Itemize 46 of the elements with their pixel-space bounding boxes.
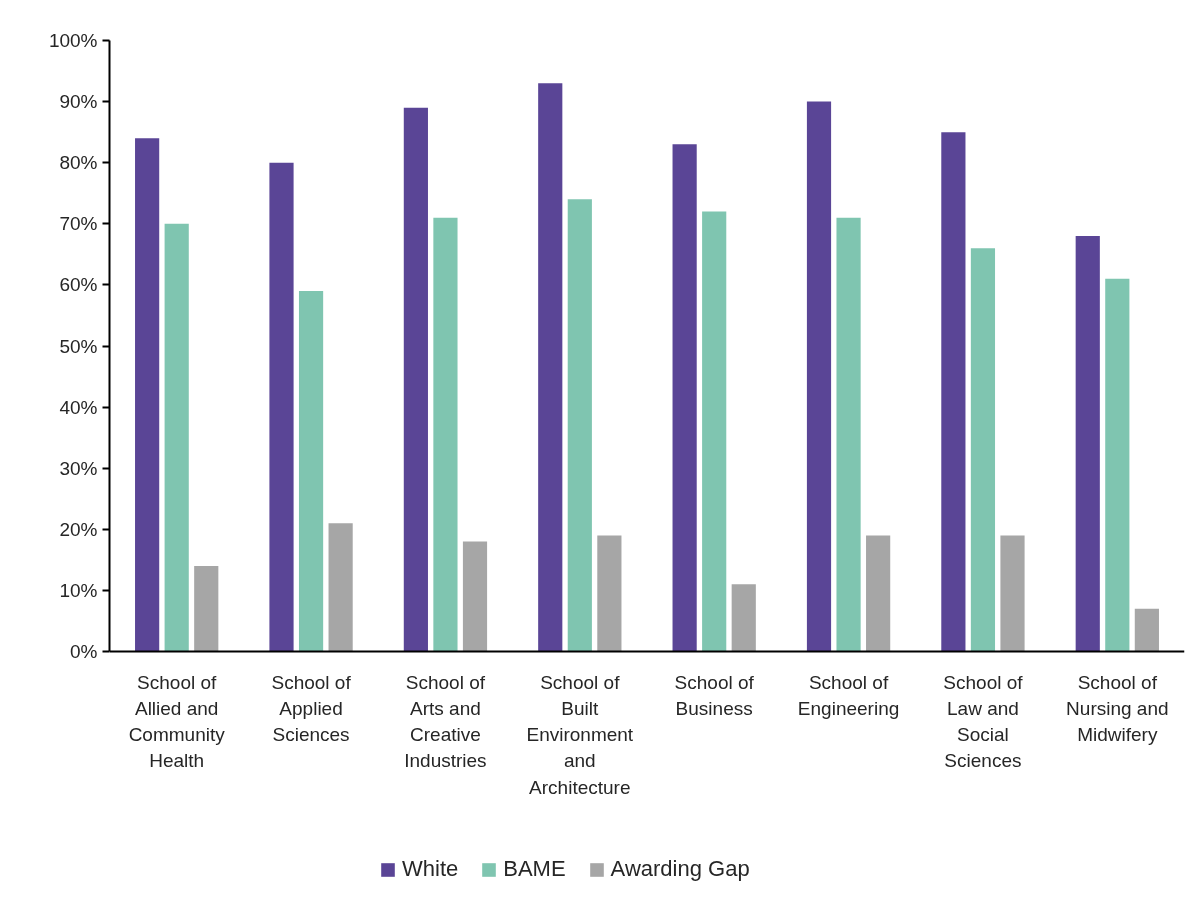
bar	[672, 144, 697, 652]
y-tick-label: 90%	[59, 91, 98, 113]
bar	[538, 83, 563, 652]
y-tick-label: 80%	[59, 152, 98, 174]
x-tick-label: School of Allied and Community Health	[128, 671, 226, 772]
y-tick-label: 20%	[59, 518, 98, 540]
legend-label: BAME	[503, 856, 566, 882]
y-tick-label: 10%	[59, 579, 98, 601]
bar	[731, 584, 756, 652]
bar	[269, 162, 294, 652]
bar	[866, 535, 891, 652]
bar	[1105, 278, 1130, 652]
legend-label: Awarding Gap	[610, 856, 750, 882]
bar	[1075, 236, 1100, 652]
bar	[836, 217, 861, 652]
y-tick-label: 60%	[59, 274, 98, 296]
bar	[403, 107, 428, 652]
bar	[462, 541, 488, 652]
x-tick-label: School of Arts and Creative Industries	[404, 671, 487, 772]
y-tick-label: 30%	[59, 457, 98, 479]
y-tick-label: 0%	[70, 641, 98, 662]
x-tick-label: School of Nursing and Midwifery	[1066, 671, 1169, 745]
bar	[328, 523, 353, 652]
bar	[597, 535, 622, 652]
x-tick-label: School of Law and Social Sciences	[943, 671, 1024, 772]
bar	[1000, 535, 1025, 652]
x-tick-label: School of Engineering	[797, 671, 900, 719]
x-tick-label: School of Built Environment and Architecture	[526, 671, 634, 798]
y-tick-label: 100%	[48, 30, 98, 51]
y-tick-label: 70%	[59, 213, 98, 235]
bar	[135, 138, 160, 652]
bar	[433, 217, 458, 652]
bar	[941, 132, 966, 652]
bar	[164, 223, 189, 652]
legend-label: White	[402, 856, 459, 882]
bar	[194, 565, 219, 652]
bar	[1134, 608, 1159, 652]
x-tick-label: School of Business	[674, 671, 755, 719]
bar	[702, 211, 727, 652]
bar	[567, 199, 592, 652]
y-tick-label: 40%	[59, 396, 98, 418]
y-tick-label: 50%	[59, 335, 98, 357]
bar	[970, 248, 996, 652]
x-tick-label: School of Applied Sciences	[271, 671, 352, 745]
bar	[298, 291, 324, 652]
bar	[806, 101, 832, 652]
